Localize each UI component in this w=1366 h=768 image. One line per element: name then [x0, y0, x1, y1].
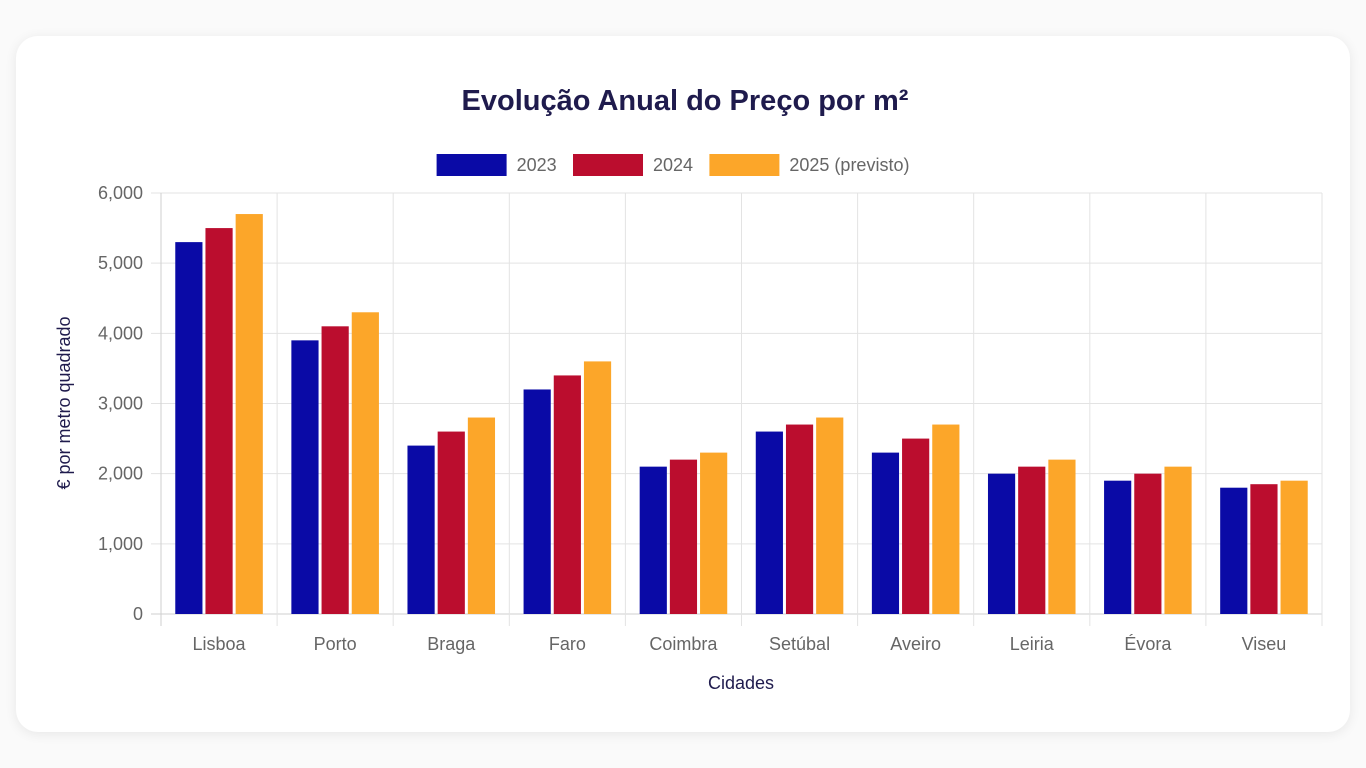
- bars: [175, 214, 1308, 615]
- bar-2025-previsto--setúbal: [816, 417, 844, 614]
- bar-2025-previsto--aveiro: [932, 424, 960, 614]
- bar-2023-aveiro: [871, 452, 900, 614]
- bar-2025-previsto--leiria: [1048, 459, 1076, 614]
- legend: 2023 2024 2025 (previsto): [436, 154, 909, 176]
- bar-2025-previsto--évora: [1164, 466, 1192, 614]
- x-tick-label: Leiria: [1010, 634, 1055, 654]
- y-tick-label: 3,000: [98, 394, 143, 414]
- bar-2023-viseu: [1220, 487, 1248, 614]
- bar-2025-previsto--coimbra: [700, 452, 728, 614]
- bar-2023-lisboa: [175, 242, 203, 614]
- bar-2025-previsto--porto: [351, 312, 379, 614]
- bar-2025-previsto--viseu: [1280, 480, 1308, 614]
- legend-item: 2024: [573, 154, 693, 176]
- bar-2024-porto: [321, 326, 349, 614]
- y-tick-label: 2,000: [98, 464, 143, 484]
- x-tick-label: Faro: [549, 634, 586, 654]
- y-axis-title: € por metro quadrado: [54, 316, 74, 489]
- bar-2025-previsto--faro: [583, 361, 612, 614]
- bar-2023-coimbra: [639, 466, 667, 614]
- bar-2024-leiria: [1018, 466, 1046, 614]
- x-tick-label: Coimbra: [649, 634, 718, 654]
- x-axis-ticks: Lisboa Porto Braga Faro Coimbra Setúbal Aveiro…: [193, 634, 1287, 654]
- chart-title: Evolução Anual do Preço por m²: [462, 85, 909, 117]
- bar-2024-viseu: [1250, 484, 1278, 614]
- bar-2023-faro: [523, 389, 551, 614]
- legend-item: 2025 (previsto): [709, 154, 909, 176]
- bar-2024-coimbra: [669, 459, 698, 614]
- bar-2024-setúbal: [785, 424, 814, 614]
- legend-label: 2025 (previsto): [789, 155, 909, 175]
- x-tick-label: Setúbal: [769, 634, 830, 654]
- x-tick-label: Aveiro: [890, 634, 941, 654]
- bar-2025-previsto--braga: [467, 417, 496, 614]
- y-tick-label: 0: [133, 604, 143, 624]
- legend-label: 2023: [517, 155, 557, 175]
- x-tick-label: Porto: [314, 634, 357, 654]
- bar-2023-leiria: [987, 473, 1016, 614]
- legend-item: 2023: [436, 154, 557, 176]
- x-axis-title: Cidades: [708, 673, 774, 693]
- bar-2023-évora: [1104, 480, 1132, 614]
- legend-swatch: [709, 154, 780, 176]
- y-tick-label: 5,000: [98, 253, 143, 273]
- x-tick-label: Braga: [427, 634, 476, 654]
- bar-2025-previsto--lisboa: [235, 214, 263, 615]
- legend-swatch: [436, 154, 507, 176]
- legend-label: 2024: [653, 155, 693, 175]
- legend-swatch: [573, 154, 643, 176]
- y-tick-label: 1,000: [98, 534, 143, 554]
- bar-2024-évora: [1134, 473, 1162, 614]
- bar-2024-lisboa: [205, 228, 233, 615]
- bar-2023-setúbal: [755, 431, 783, 614]
- y-tick-label: 6,000: [98, 183, 143, 203]
- bar-2024-braga: [437, 431, 465, 614]
- x-tick-label: Lisboa: [193, 634, 247, 654]
- bar-2023-braga: [407, 445, 435, 614]
- x-tick-label: Évora: [1124, 634, 1172, 654]
- y-axis-ticks: 0 1,000 2,000 3,000 4,000 5,000 6,000: [98, 183, 143, 624]
- bar-2024-aveiro: [902, 438, 930, 614]
- x-tick-label: Viseu: [1242, 634, 1287, 654]
- y-tick-label: 4,000: [98, 323, 143, 343]
- bar-2024-faro: [553, 375, 581, 614]
- bar-2023-porto: [291, 340, 319, 614]
